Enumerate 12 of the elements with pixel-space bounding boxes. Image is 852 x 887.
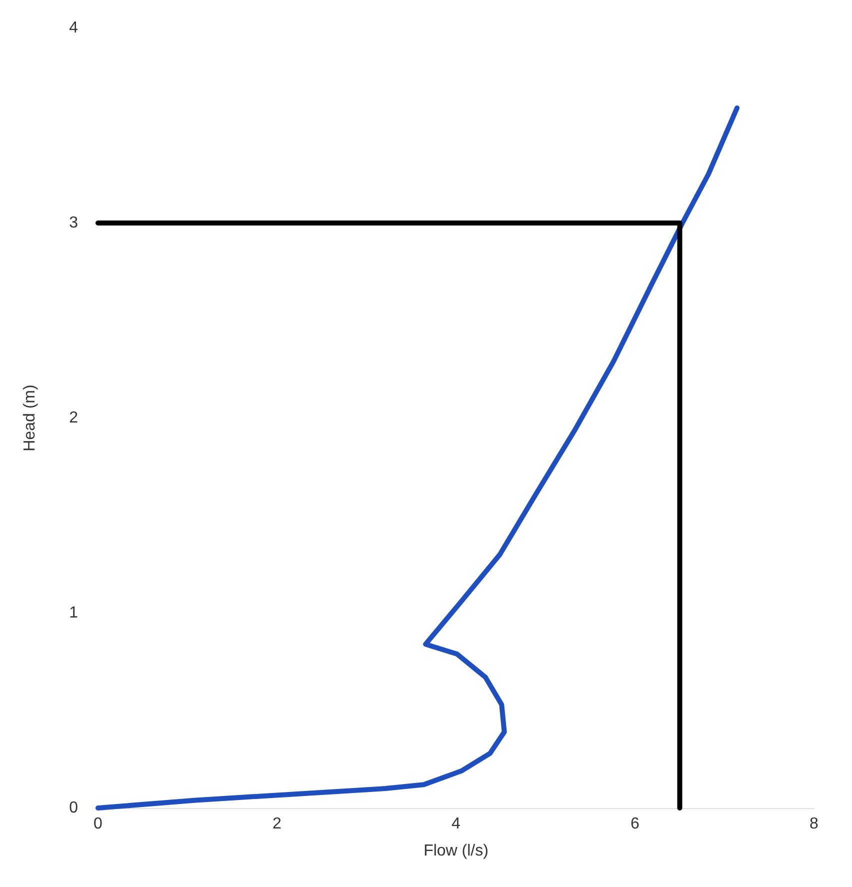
y-tick-label: 4	[69, 20, 78, 36]
x-axis-title: Flow (l/s)	[424, 842, 488, 860]
y-tick-label: 1	[69, 604, 78, 622]
x-tick-label: 6	[630, 816, 640, 832]
y-tick-label: 3	[69, 214, 78, 232]
x-tick-label: 8	[810, 816, 819, 832]
x-tick-label: 2	[272, 816, 282, 832]
x-tick-label: 0	[94, 816, 103, 832]
x-tick-label: 4	[452, 816, 461, 832]
y-axis-title: Head (m)	[22, 384, 38, 452]
y-tick-label: 0	[69, 800, 78, 816]
y-tick-label: 2	[69, 410, 78, 426]
